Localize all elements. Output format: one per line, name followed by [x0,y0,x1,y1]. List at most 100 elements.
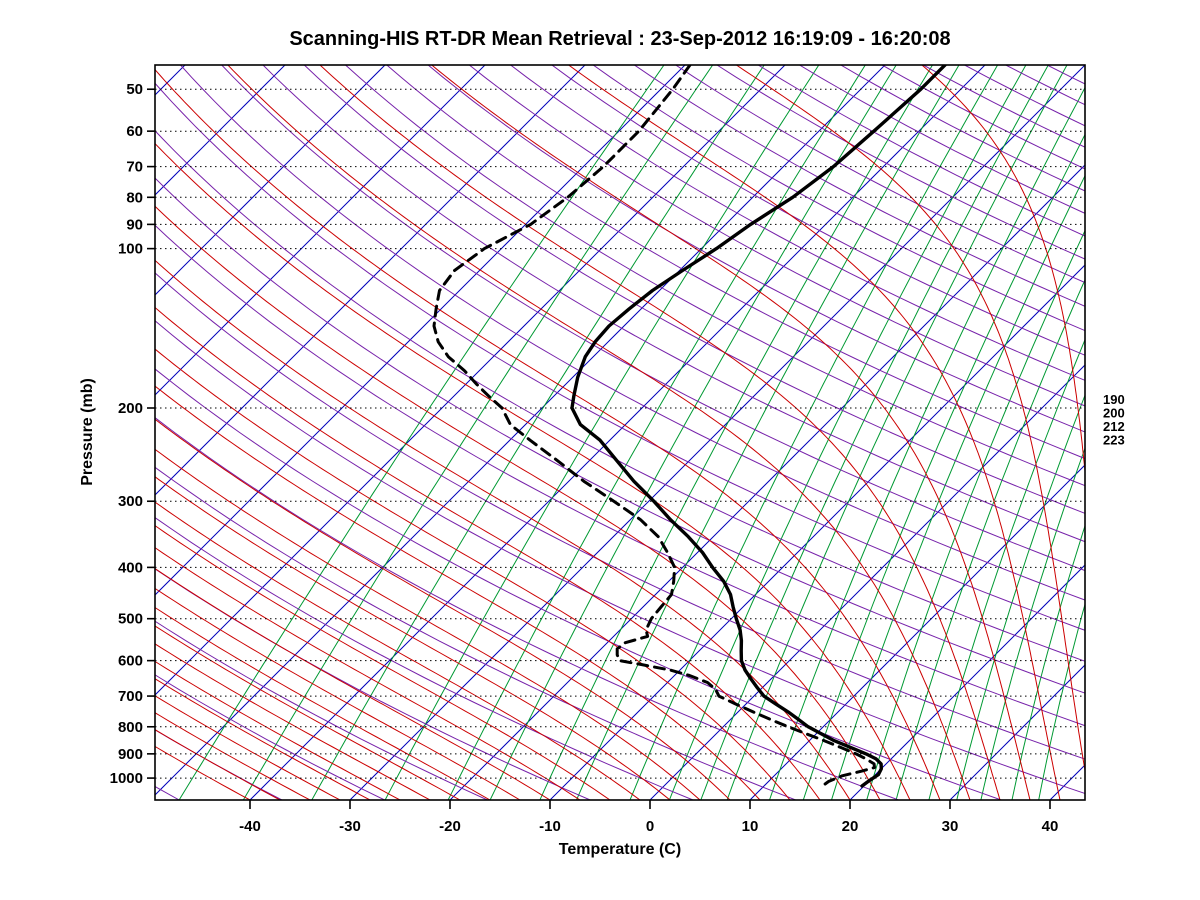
dry-adiabat-line [675,65,1085,284]
isotherm-line [155,65,586,496]
dewpoint-curve [432,65,876,789]
moist-adiabat-line [319,65,1001,800]
mixing-ratio-line [629,65,999,800]
isotherm-line [949,664,1085,800]
moist-adiabat-line [155,68,941,800]
moist-adiabat-line [155,695,341,800]
dry-adiabat-line [155,177,1085,694]
dry-adiabat-line [634,65,1085,307]
mixing-ratio-line [242,65,714,800]
dry-adiabat-line [881,65,1085,170]
mixing-ratio-line [576,65,960,800]
dry-adiabat-line [303,65,1085,514]
dry-adiabat-line [386,65,1085,460]
mixing-ratio-line [447,65,866,800]
moist-adiabat-line [155,476,671,800]
mixing-ratio-line [802,133,1085,800]
isotherm-line [649,364,1085,800]
isotherm-line [749,464,1085,800]
mixing-ratio-line [539,65,933,800]
moist-adiabat-line [155,643,431,800]
dry-adiabat-line [155,224,1085,727]
y-tick-label: 800 [118,719,143,736]
dry-adiabat-line [155,466,796,800]
x-tick-label: 20 [842,818,859,835]
moist-adiabat-line [155,385,761,800]
mixing-ratio-line [895,278,1085,800]
moist-adiabat-line [736,65,1085,774]
dry-adiabat-line [757,65,1085,237]
mixing-ratio-line [668,65,1027,800]
dry-adiabat-line [1130,65,1200,800]
skewt-background-lines [0,65,1200,800]
moist-adiabat-line [155,501,641,800]
x-tick-label: -20 [439,818,461,835]
moist-adiabat-line [227,65,971,800]
dry-adiabat-line [180,65,1085,601]
dry-adiabat-line [155,620,488,800]
dry-adiabat-line [964,65,1085,127]
isotherm-line [849,564,1085,800]
mixing-ratio-line [831,174,1085,800]
isotherm-line [155,65,786,696]
moist-adiabat-line [155,306,821,800]
dry-adiabat-line [155,272,1085,760]
y-tick-label: 100 [118,241,143,258]
isotherm-line [155,65,386,296]
moist-adiabat-line [155,587,521,800]
x-tick-label: 10 [742,818,759,835]
dry-adiabat-line [155,368,1002,800]
isotherm-line [249,65,986,800]
y-tick-label: 500 [118,611,143,628]
moist-adiabat-line [921,65,1085,476]
chart-title: Scanning-HIS RT-DR Mean Retrieval : 23-S… [289,28,951,50]
sounding-curves [432,65,947,789]
y-tick-label: 90 [126,216,143,233]
dry-adiabat-line [155,785,180,800]
y-tick-label: 1000 [110,770,143,787]
y-tick-label: 200 [118,400,143,417]
mixing-ratio-line [311,65,765,800]
dry-adiabat-line [592,65,1085,332]
dry-adiabat-line [155,320,1085,795]
right-annotation: 212 [1103,419,1125,434]
moist-adiabat-line [431,65,1031,800]
y-tick-label: 300 [118,493,143,510]
y-tick-label: 600 [118,653,143,670]
moist-adiabat-line [155,567,551,800]
y-tick-label: 700 [118,688,143,705]
dry-adiabat-line [840,65,1085,192]
isotherm-line [349,65,1085,800]
right-annotation: 200 [1103,406,1125,421]
mixing-ratio-line [1038,602,1085,800]
mixing-ratio-line [956,393,1085,800]
dry-adiabat-line [155,568,591,800]
dry-adiabat-line [221,65,1085,572]
dry-adiabat-line [262,65,1085,543]
moist-adiabat-line [155,418,731,800]
right-annotation: 223 [1103,433,1125,448]
moist-adiabat-line [155,448,701,800]
moist-adiabat-line [155,525,611,800]
moist-adiabat-line [155,348,791,800]
moist-adiabat-line [155,205,881,800]
moist-adiabat-line [155,606,491,800]
plot-border [154,64,1086,801]
y-tick-label: 50 [126,81,143,98]
mixing-ratio-line [178,65,665,800]
dry-adiabat-line [716,65,1085,260]
dry-adiabat-line [155,674,385,800]
isotherm-line [0,65,85,800]
moist-adiabat-line [568,65,1061,800]
x-tick-label: -10 [539,818,561,835]
x-axis-title: Temperature (C) [558,841,682,858]
right-annotation: 190 [1103,392,1125,407]
isotherm-line [449,164,1085,800]
isotherm-line [1150,65,1200,800]
dry-adiabat-line [551,65,1085,356]
dry-adiabat-line [155,516,694,800]
x-tick-label: -30 [339,818,361,835]
x-tick-label: 30 [942,818,959,835]
moist-adiabat-line [155,142,911,800]
isotherm-line [155,65,686,596]
